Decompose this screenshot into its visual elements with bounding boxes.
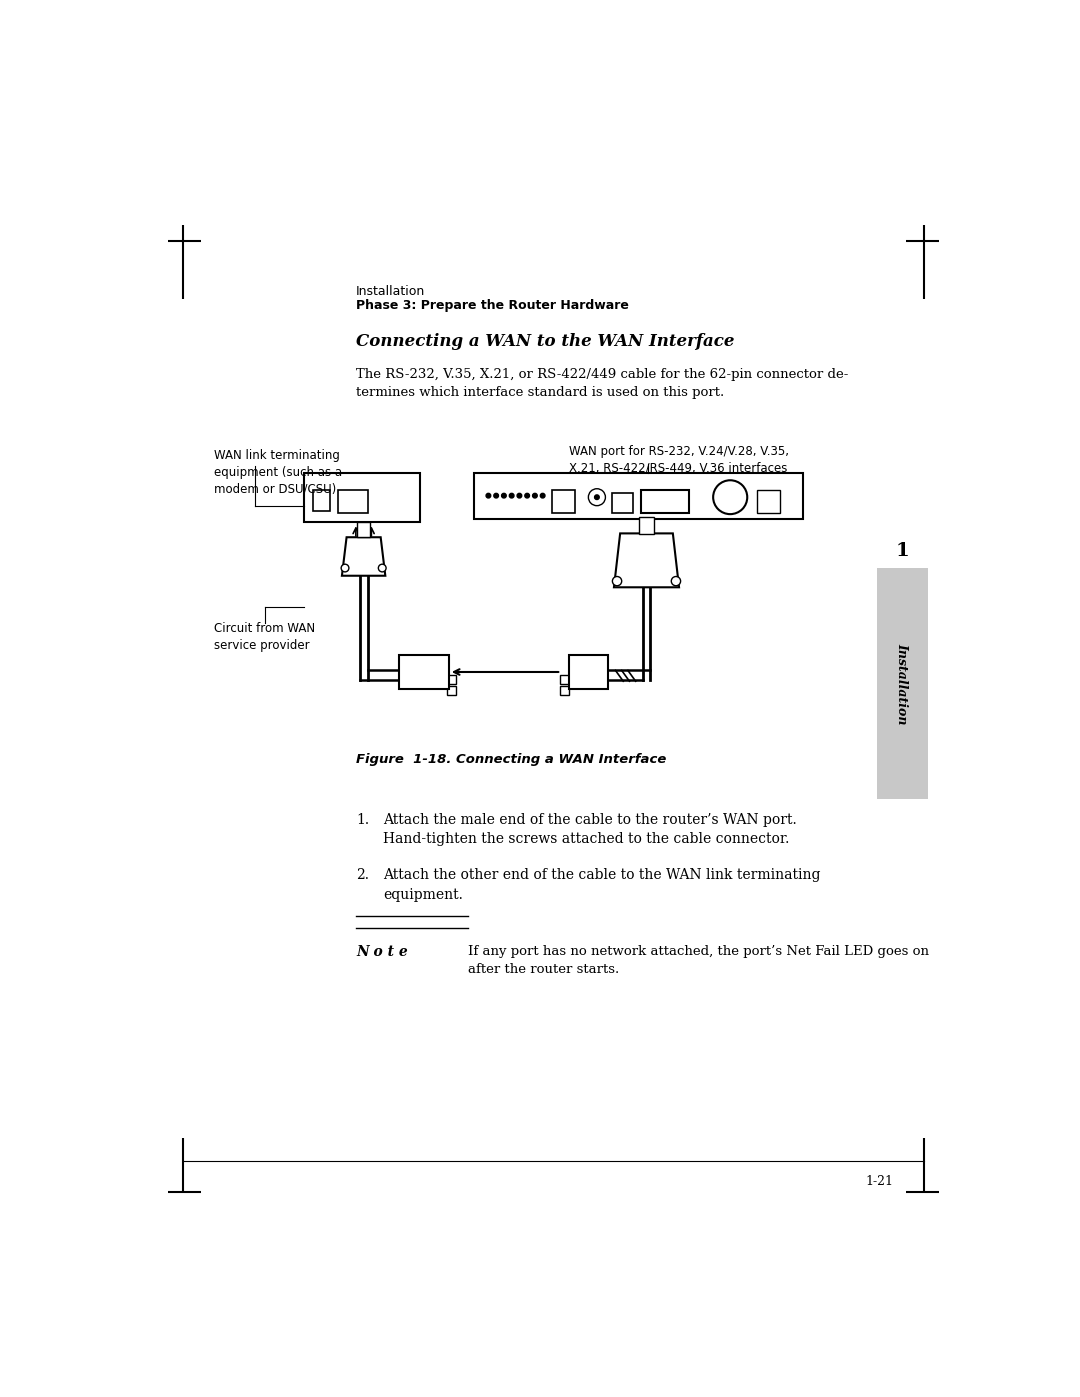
Text: N o t e: N o t e (356, 946, 407, 960)
Text: Installation: Installation (895, 643, 908, 724)
Bar (446, 686, 456, 696)
Text: WAN port for RS-232, V.24/V.28, V.35,
X.21, RS-422/RS-449, V.36 interfaces: WAN port for RS-232, V.24/V.28, V.35, X.… (569, 444, 789, 475)
Text: Attach the other end of the cable to the WAN link terminating
equipment.: Attach the other end of the cable to the… (383, 869, 821, 902)
Polygon shape (342, 538, 386, 576)
Bar (446, 675, 456, 685)
Bar (612, 493, 633, 513)
Text: Attach the male end of the cable to the router’s WAN port.
Hand-tighten the scre: Attach the male end of the cable to the … (383, 813, 797, 847)
Circle shape (510, 493, 514, 497)
Polygon shape (613, 534, 679, 587)
Circle shape (540, 493, 545, 497)
Text: 1-21: 1-21 (865, 1175, 893, 1187)
Bar (357, 522, 369, 538)
Text: Circuit from WAN
service provider: Circuit from WAN service provider (214, 622, 315, 652)
Circle shape (501, 493, 507, 497)
Bar (338, 489, 367, 513)
Circle shape (532, 493, 537, 497)
Circle shape (341, 564, 349, 571)
Bar (559, 675, 569, 685)
Circle shape (589, 489, 606, 506)
Bar (552, 489, 576, 513)
Text: 1.: 1. (356, 813, 369, 827)
Text: Installation: Installation (356, 285, 426, 298)
Circle shape (486, 493, 490, 497)
Circle shape (612, 577, 622, 585)
Text: Figure  1-18. Connecting a WAN Interface: Figure 1-18. Connecting a WAN Interface (356, 753, 666, 766)
Text: 2.: 2. (356, 869, 369, 883)
Circle shape (525, 493, 529, 497)
Bar (569, 655, 608, 689)
Bar (399, 655, 449, 689)
Bar (303, 472, 420, 522)
Text: Connecting a WAN to the WAN Interface: Connecting a WAN to the WAN Interface (356, 334, 734, 351)
Circle shape (672, 577, 680, 585)
Circle shape (494, 493, 499, 497)
Bar (642, 489, 689, 513)
Bar (877, 569, 928, 799)
Circle shape (713, 481, 747, 514)
Text: Phase 3: Prepare the Router Hardware: Phase 3: Prepare the Router Hardware (356, 299, 629, 312)
Bar (559, 686, 569, 696)
Circle shape (595, 495, 599, 500)
Bar (313, 489, 330, 511)
Text: If any port has no network attached, the port’s Net Fail LED goes on
after the r: If any port has no network attached, the… (469, 946, 929, 977)
Bar (757, 489, 780, 513)
Bar (638, 517, 654, 534)
Text: 1: 1 (895, 542, 909, 560)
Text: The RS-232, V.35, X.21, or RS-422/449 cable for the 62-pin connector de-
termine: The RS-232, V.35, X.21, or RS-422/449 ca… (356, 367, 848, 398)
Circle shape (517, 493, 522, 497)
Text: WAN link terminating
equipment (such as a
modem or DSU/CSU): WAN link terminating equipment (such as … (214, 448, 342, 496)
Circle shape (378, 564, 387, 571)
Bar (474, 472, 804, 518)
